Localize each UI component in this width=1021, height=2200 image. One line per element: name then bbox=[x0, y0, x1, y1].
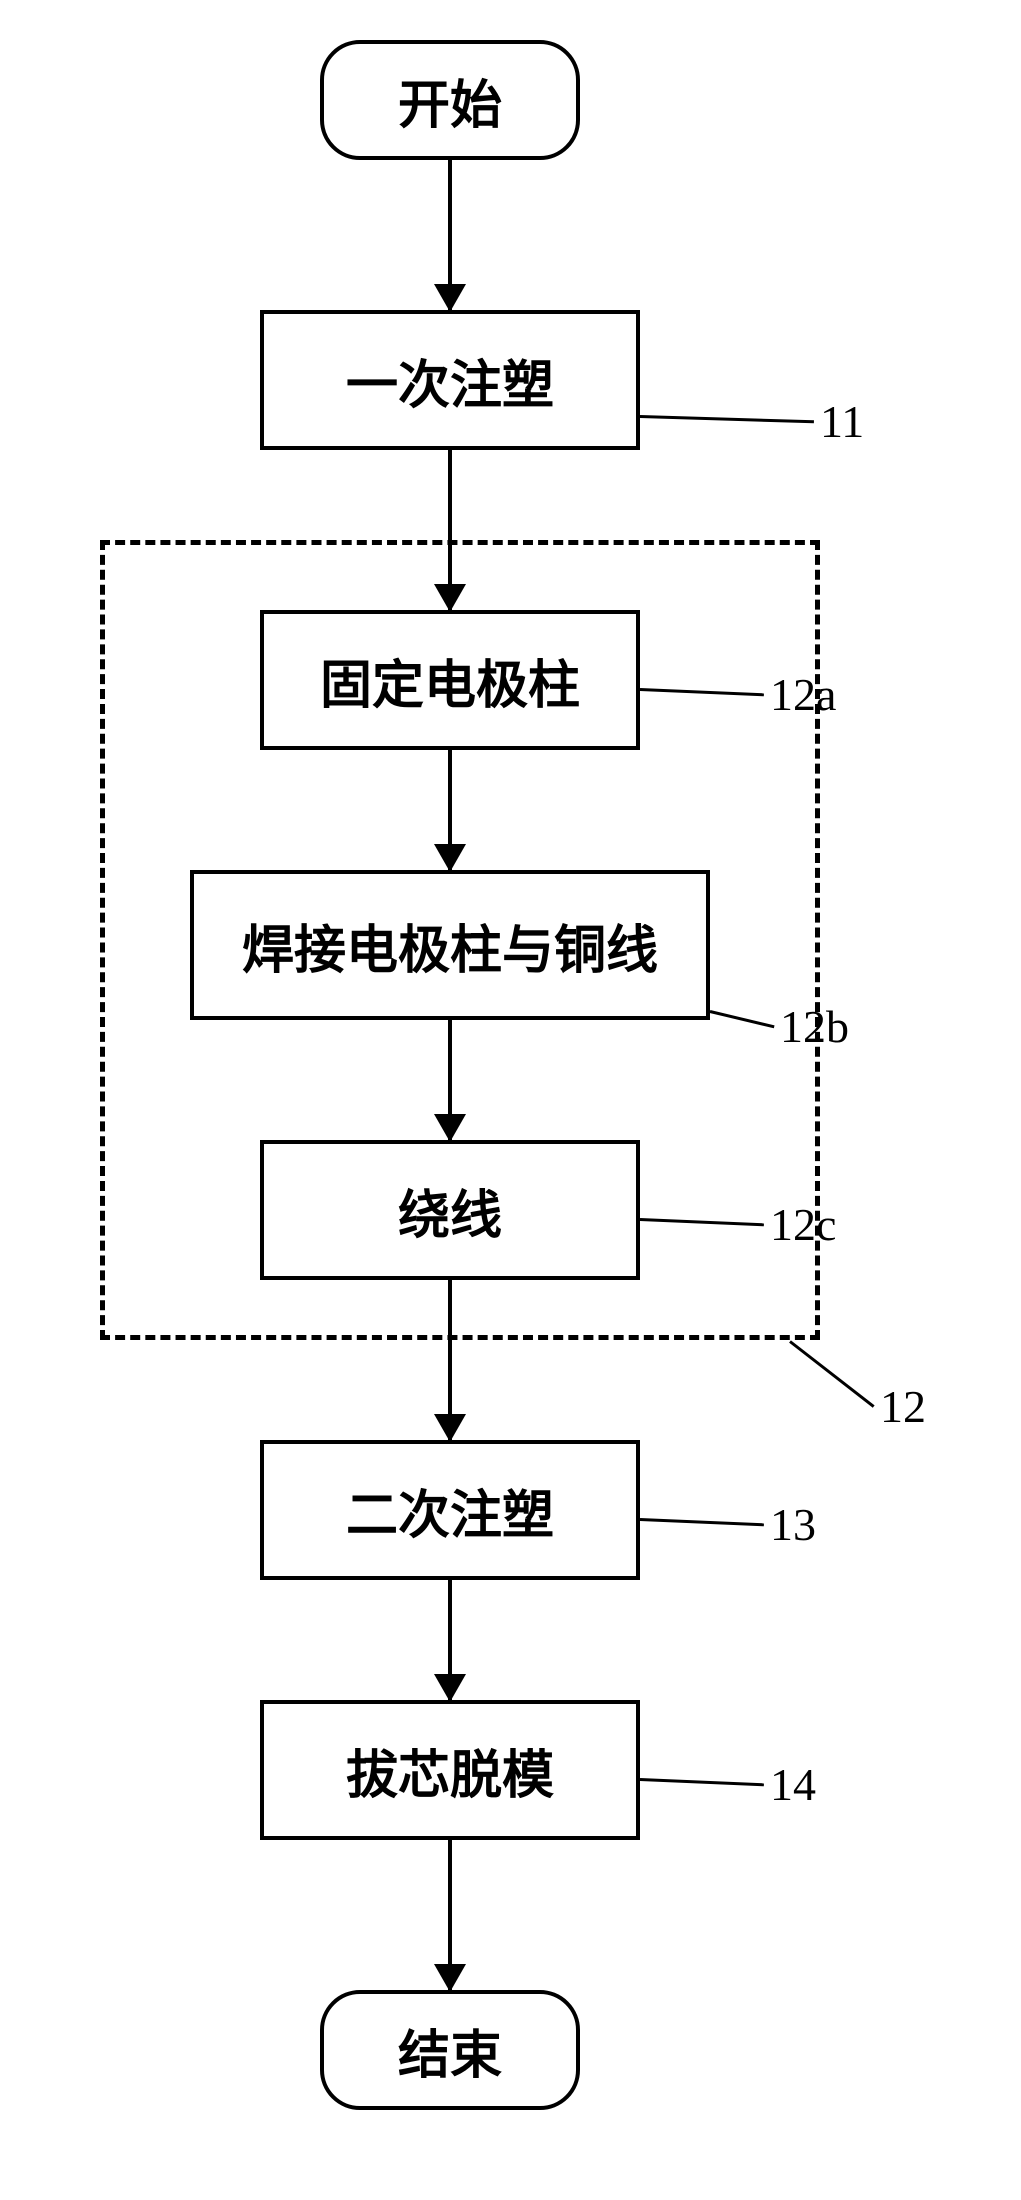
ref-label-12b: 12b bbox=[780, 1000, 849, 1053]
step-14-box: 拔芯脱模 bbox=[260, 1700, 640, 1840]
leader-line bbox=[640, 1778, 764, 1786]
step-12a-label: 固定电极柱 bbox=[320, 643, 580, 718]
leader-line bbox=[789, 1340, 875, 1408]
end-terminator: 结束 bbox=[320, 1990, 580, 2110]
arrow bbox=[448, 1020, 452, 1140]
step-13-label: 二次注塑 bbox=[346, 1473, 554, 1548]
end-label: 结束 bbox=[398, 2013, 502, 2088]
arrow bbox=[448, 1280, 452, 1440]
arrow bbox=[448, 450, 452, 610]
step-12b-box: 焊接电极柱与铜线 bbox=[190, 870, 710, 1020]
step-12a-box: 固定电极柱 bbox=[260, 610, 640, 750]
start-label: 开始 bbox=[398, 63, 502, 138]
arrow bbox=[448, 1580, 452, 1700]
ref-label-12a: 12a bbox=[770, 668, 836, 721]
leader-line bbox=[640, 1518, 764, 1526]
ref-label-12: 12 bbox=[880, 1380, 926, 1433]
step-12b-label: 焊接电极柱与铜线 bbox=[242, 908, 658, 983]
step-12c-box: 绕线 bbox=[260, 1140, 640, 1280]
leader-line bbox=[640, 415, 814, 423]
flowchart-canvas: 开始 一次注塑 固定电极柱 焊接电极柱与铜线 绕线 二次注塑 拔芯脱模 结束 1… bbox=[0, 0, 1021, 2200]
ref-label-13: 13 bbox=[770, 1498, 816, 1551]
step-13-box: 二次注塑 bbox=[260, 1440, 640, 1580]
ref-label-11: 11 bbox=[820, 395, 864, 448]
step-12c-label: 绕线 bbox=[398, 1173, 502, 1248]
step-11-box: 一次注塑 bbox=[260, 310, 640, 450]
arrow bbox=[448, 160, 452, 310]
ref-label-14: 14 bbox=[770, 1758, 816, 1811]
arrow bbox=[448, 1840, 452, 1990]
step-11-label: 一次注塑 bbox=[346, 343, 554, 418]
step-14-label: 拔芯脱模 bbox=[346, 1733, 554, 1808]
ref-label-12c: 12c bbox=[770, 1198, 836, 1251]
arrow bbox=[448, 750, 452, 870]
start-terminator: 开始 bbox=[320, 40, 580, 160]
